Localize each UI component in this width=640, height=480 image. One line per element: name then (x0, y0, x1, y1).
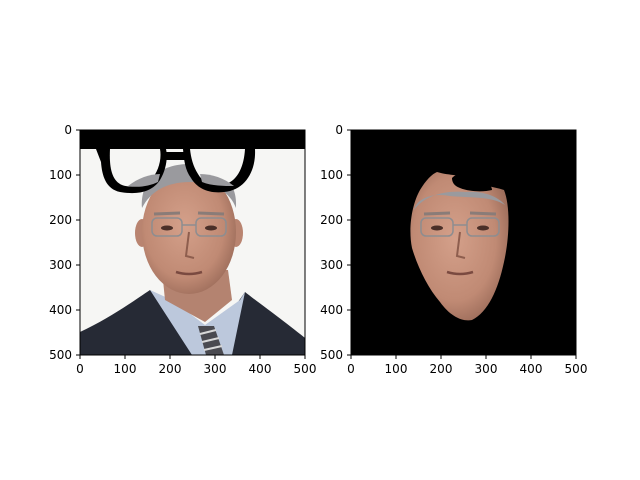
mask-hole (452, 172, 492, 192)
face-glasses-left (420, 217, 454, 237)
axes-right: 0 100 200 300 400 500 0 100 200 300 400 500 (320, 123, 587, 376)
x-tick-label: 0 (347, 362, 355, 376)
y-tick-label: 100 (320, 168, 343, 182)
nose (184, 231, 195, 259)
eyebrows (423, 211, 497, 216)
y-tick-label: 300 (320, 258, 343, 272)
face-glasses-right (195, 217, 227, 237)
x-tick-label: 400 (249, 362, 272, 376)
y-tick-label: 400 (320, 303, 343, 317)
ticks-right: 0 100 200 300 400 500 0 100 200 300 400 500 (320, 123, 587, 376)
eye-left (431, 225, 443, 231)
y-tick-label: 500 (320, 348, 343, 362)
x-tick-label: 200 (430, 362, 453, 376)
x-tick-label: 300 (204, 362, 227, 376)
eye-right (205, 225, 217, 231)
ticks-left: 0 100 200 300 400 500 0 100 200 300 400 500 (49, 123, 316, 376)
x-tick-label: 100 (114, 362, 137, 376)
face-glasses-right (466, 217, 500, 237)
y-tick-label: 0 (335, 123, 343, 137)
mask-glasses-bridge (164, 152, 186, 160)
hair-through-lens (128, 174, 160, 187)
y-tick-label: 500 (49, 348, 72, 362)
x-tick-label: 100 (385, 362, 408, 376)
x-tick-label: 0 (76, 362, 84, 376)
axes-frame-right (350, 129, 577, 356)
face-segment (410, 172, 509, 321)
face-glasses-left (151, 217, 183, 237)
y-tick-label: 200 (320, 213, 343, 227)
axes-frame-left (79, 129, 306, 356)
mouth (446, 270, 474, 276)
eye-right (477, 225, 489, 231)
y-tick-label: 0 (64, 123, 72, 137)
y-tick-label: 400 (49, 303, 72, 317)
image-right (351, 130, 576, 355)
shirt-collar (150, 290, 245, 355)
x-tick-label: 300 (475, 362, 498, 376)
tie-stripe (199, 329, 223, 351)
axes-left: 0 100 200 300 400 500 0 100 200 300 400 500 (49, 123, 316, 376)
y-tick-label: 300 (49, 258, 72, 272)
x-tick-label: 500 (565, 362, 588, 376)
nose (455, 231, 466, 259)
hair-through-lens (200, 174, 234, 186)
suit-jacket (80, 290, 212, 355)
image-left (80, 130, 305, 355)
hair-segment (414, 191, 505, 210)
x-tick-label: 400 (520, 362, 543, 376)
mouth (175, 270, 203, 276)
y-tick-label: 200 (49, 213, 72, 227)
eyebrows (153, 211, 225, 216)
eye-left (161, 225, 173, 231)
x-tick-label: 200 (159, 362, 182, 376)
mask-top-bar (80, 130, 305, 149)
x-tick-label: 500 (294, 362, 317, 376)
y-tick-label: 100 (49, 168, 72, 182)
